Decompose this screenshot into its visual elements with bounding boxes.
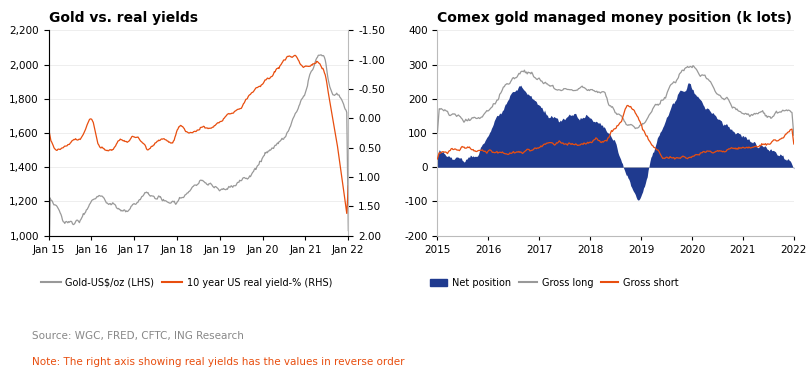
Text: Gold vs. real yields: Gold vs. real yields (49, 11, 198, 25)
Legend: Gold-US$/oz (LHS), 10 year US real yield-% (RHS): Gold-US$/oz (LHS), 10 year US real yield… (37, 274, 336, 291)
Text: Note: The right axis showing real yields has the values in reverse order: Note: The right axis showing real yields… (32, 357, 405, 367)
Text: Source: WGC, FRED, CFTC, ING Research: Source: WGC, FRED, CFTC, ING Research (32, 331, 245, 340)
Legend: Net position, Gross long, Gross short: Net position, Gross long, Gross short (426, 274, 683, 291)
Text: Comex gold managed money position (k lots): Comex gold managed money position (k lot… (437, 11, 792, 25)
